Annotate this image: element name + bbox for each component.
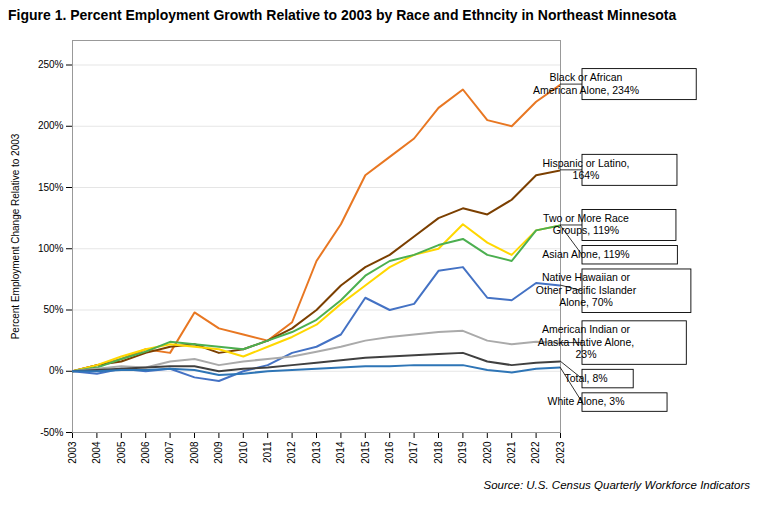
svg-text:2006: 2006 <box>140 441 151 464</box>
svg-text:White Alone, 3%: White Alone, 3% <box>547 395 624 407</box>
svg-text:2016: 2016 <box>384 441 395 464</box>
svg-text:2017: 2017 <box>408 441 419 464</box>
svg-text:2005: 2005 <box>116 441 127 464</box>
svg-text:Asian Alone, 119%: Asian Alone, 119% <box>542 248 629 260</box>
html-text:Figure 1. Percent Employment G: Figure 1. Percent Employment Growth Rela… <box>8 7 677 23</box>
svg-text:Percent Employment Change Rela: Percent Employment Change Relative to 20… <box>10 133 21 339</box>
svg-text:2013: 2013 <box>311 441 322 464</box>
svg-text:2023: 2023 <box>555 441 566 464</box>
svg-text:2015: 2015 <box>360 441 371 464</box>
svg-text:50%: 50% <box>43 304 63 315</box>
svg-text:Two or More RaceGroups, 119%: Two or More RaceGroups, 119% <box>543 212 629 237</box>
svg-text:2008: 2008 <box>189 441 200 464</box>
svg-text:2010: 2010 <box>238 441 249 464</box>
svg-text:2018: 2018 <box>433 441 444 464</box>
svg-text:2020: 2020 <box>482 441 493 464</box>
svg-text:150%: 150% <box>38 182 64 193</box>
svg-text:Total, 8%: Total, 8% <box>564 372 607 384</box>
svg-text:250%: 250% <box>38 59 64 70</box>
svg-text:2019: 2019 <box>457 441 468 464</box>
svg-text:0%: 0% <box>49 365 64 376</box>
svg-text:2011: 2011 <box>262 441 273 463</box>
svg-text:100%: 100% <box>38 243 64 254</box>
svg-text:2003: 2003 <box>67 441 78 464</box>
svg-text:2021: 2021 <box>506 441 517 464</box>
svg-text:2004: 2004 <box>91 441 102 464</box>
svg-text:-50%: -50% <box>40 427 63 438</box>
svg-text:Black or AfricanAmerican Alone: Black or AfricanAmerican Alone, 234% <box>533 71 639 96</box>
svg-text:2009: 2009 <box>213 441 224 464</box>
svg-text:American Indian orAlaska Nativ: American Indian orAlaska Native Alone,23… <box>538 323 634 360</box>
svg-text:2014: 2014 <box>335 441 346 464</box>
svg-text:200%: 200% <box>38 120 64 131</box>
svg-text:2022: 2022 <box>530 441 541 464</box>
svg-text:Hispanic or Latino,164%: Hispanic or Latino,164% <box>543 157 630 182</box>
svg-text:2012: 2012 <box>286 441 297 464</box>
html-text:Source: U.S. Census Quarterly: Source: U.S. Census Quarterly Workforce … <box>483 479 750 491</box>
svg-text:Native Hawaiian orOther Pacifi: Native Hawaiian orOther Pacific Islander… <box>536 271 637 308</box>
svg-text:2007: 2007 <box>164 441 175 464</box>
